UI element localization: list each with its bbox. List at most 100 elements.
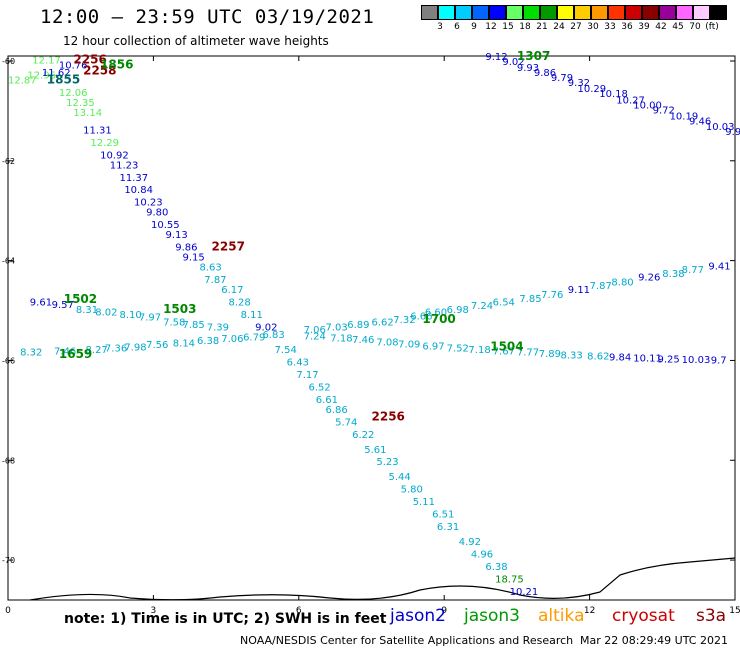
wave-height-value: 8.77: [682, 265, 704, 276]
wave-height-value: 8.31: [76, 305, 98, 316]
wave-height-value: 9.79: [551, 73, 573, 84]
legend-label: 18: [519, 22, 531, 32]
wave-height-value: 9.13: [166, 230, 188, 241]
wave-height-value: 7.46: [352, 335, 374, 346]
wave-height-value: 10.11: [633, 353, 662, 364]
legend-label: 39: [638, 22, 650, 32]
wave-height-value: 7.39: [207, 322, 229, 333]
coastline: [29, 557, 736, 601]
wave-height-value: 10.03: [706, 122, 735, 133]
legend-label: 24: [553, 22, 565, 32]
x-tick-label: 3: [151, 606, 157, 616]
wave-height-value: 7.56: [146, 340, 168, 351]
wave-height-value: 6.79: [243, 332, 265, 343]
x-tick-label: 12: [584, 606, 595, 616]
wave-height-value: 4.96: [471, 550, 493, 561]
wave-height-value: 9.46: [689, 116, 711, 127]
wave-height-value: 10.18: [599, 89, 628, 100]
wave-height-value: 7.87: [204, 275, 226, 286]
legend-swatch: [574, 5, 591, 20]
wave-height-value: 7.36: [105, 343, 127, 354]
wave-height-value: 9.80: [146, 208, 168, 219]
legend-swatch: [659, 5, 676, 20]
wave-height-value: 6.66: [410, 312, 432, 323]
legend-swatch: [642, 5, 659, 20]
x-tick-label: 9: [441, 606, 447, 616]
wave-height-value: 9.61: [30, 298, 52, 309]
wave-height-value: 12.29: [90, 138, 119, 149]
pass-time-label: 1700: [422, 312, 455, 326]
wave-height-value: 7.32: [393, 315, 415, 326]
track-ascending-lower: 8.32 7.46 8.277.367.98 7.56 8.14 6.38 7.06 6.79…: [20, 330, 727, 366]
wave-height-value: 7.77: [517, 347, 539, 358]
wave-height-value: 8.62: [587, 351, 609, 362]
wave-height-value: 8.11: [241, 310, 263, 321]
y-tick-label: -68: [2, 456, 15, 465]
legend-swatch: [472, 5, 489, 20]
wave-height-value: 7.67: [493, 346, 515, 357]
wave-height-value: 6.52: [308, 382, 330, 393]
y-tick-label: -60: [2, 57, 15, 66]
x-tick-label: 0: [5, 606, 11, 616]
wave-height-value: 10.55: [151, 220, 180, 231]
wave-height-value: 7.97: [139, 313, 161, 324]
wave-height-value: 8.02: [95, 308, 117, 319]
wave-height-value: 5.44: [388, 472, 410, 483]
pass-time-label: 1855: [47, 72, 80, 86]
legend-swatch: [506, 5, 523, 20]
wave-height-value: 8.80: [611, 278, 633, 289]
wave-height-value: 5.61: [364, 445, 386, 456]
wave-height-value: 10.03: [682, 355, 711, 366]
wave-height-value: 9.41: [708, 262, 730, 273]
wave-height-value: 9.15: [182, 253, 204, 264]
wave-height-value: 7.06: [304, 325, 326, 336]
wave-height-value: 8.10: [119, 310, 141, 321]
wave-height-value: 11.23: [110, 160, 139, 171]
wave-height-value: 9.32: [568, 78, 590, 89]
wave-height-value: 9.02: [502, 57, 524, 68]
satellite-altika: altika: [538, 606, 585, 626]
wave-height-value: 12.87: [8, 75, 37, 86]
legend-swatch: [523, 5, 540, 20]
wave-height-value: 10.27: [616, 95, 645, 106]
legend-label: (ft): [705, 22, 719, 32]
wave-height-value: 7.03: [325, 322, 347, 333]
wave-height-value: 8.32: [20, 347, 42, 358]
wave-height-value: 7.54: [275, 345, 297, 356]
legend-label: 12: [485, 22, 497, 32]
wave-height-value: 6.89: [347, 320, 369, 331]
wave-height-value: 7.18: [468, 345, 490, 356]
pass-time-label: 2256: [372, 409, 405, 423]
wave-height-value: 12.35: [66, 98, 95, 109]
wave-height-value: 7.08: [376, 337, 398, 348]
wave-height-value: 4.92: [459, 537, 481, 548]
wave-height-value: 7.06: [221, 334, 243, 345]
wave-height-value: 6.38: [485, 562, 507, 573]
map-title: 12:00 – 23:59 UTC 03/19/2021: [40, 6, 375, 28]
wave-height-value: 13.14: [73, 108, 102, 119]
y-tick-label: -66: [2, 356, 15, 365]
pass-time-label: 1307: [517, 49, 550, 63]
legend-label: 33: [604, 22, 616, 32]
pass-time-label: 1504: [490, 339, 523, 353]
y-tick-label: -62: [2, 157, 15, 166]
wave-height-value: 8.28: [229, 298, 251, 309]
wave-height-value: 6.22: [352, 430, 374, 441]
wave-height-value: 9.26: [638, 273, 660, 284]
wave-height-value: 9.86: [534, 68, 556, 79]
legend-swatch: [438, 5, 455, 20]
wave-height-value: 7.17: [296, 370, 318, 381]
legend-swatch: [693, 5, 710, 20]
legend-swatch: [540, 5, 557, 20]
satellite-s3a: s3a: [696, 606, 727, 626]
wave-height-value: 9.86: [175, 243, 197, 254]
legend-swatch: [676, 5, 693, 20]
wave-height-value: 11.37: [119, 173, 148, 184]
wave-height-value: 12.06: [59, 88, 88, 99]
wave-height-value: 9.84: [609, 352, 631, 363]
wave-height-value: 7.87: [590, 281, 612, 292]
wave-height-value: 6.83: [262, 330, 284, 341]
legend-label: 21: [536, 22, 548, 32]
pass-time-label: 2258: [83, 63, 116, 77]
